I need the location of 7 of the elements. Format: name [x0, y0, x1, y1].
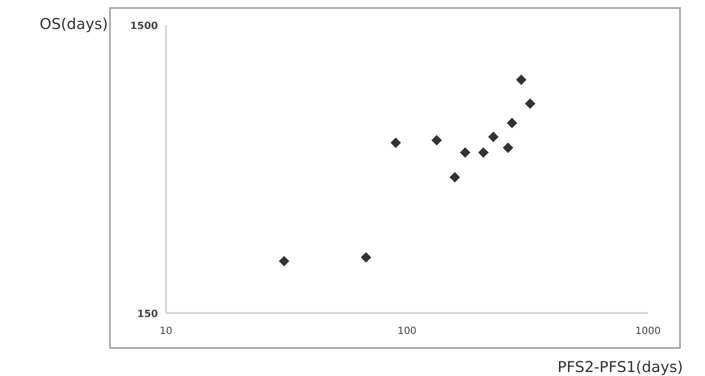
y-axis-title: OS(days): [40, 15, 108, 33]
y-tick-label: 150: [137, 309, 158, 320]
x-tick-label: 100: [397, 326, 417, 337]
x-tick-label: 1000: [635, 326, 661, 337]
x-axis-title: PFS2-PFS1(days): [558, 358, 683, 376]
x-tick-label: 10: [160, 326, 172, 337]
y-tick-label: 1500: [130, 21, 158, 32]
